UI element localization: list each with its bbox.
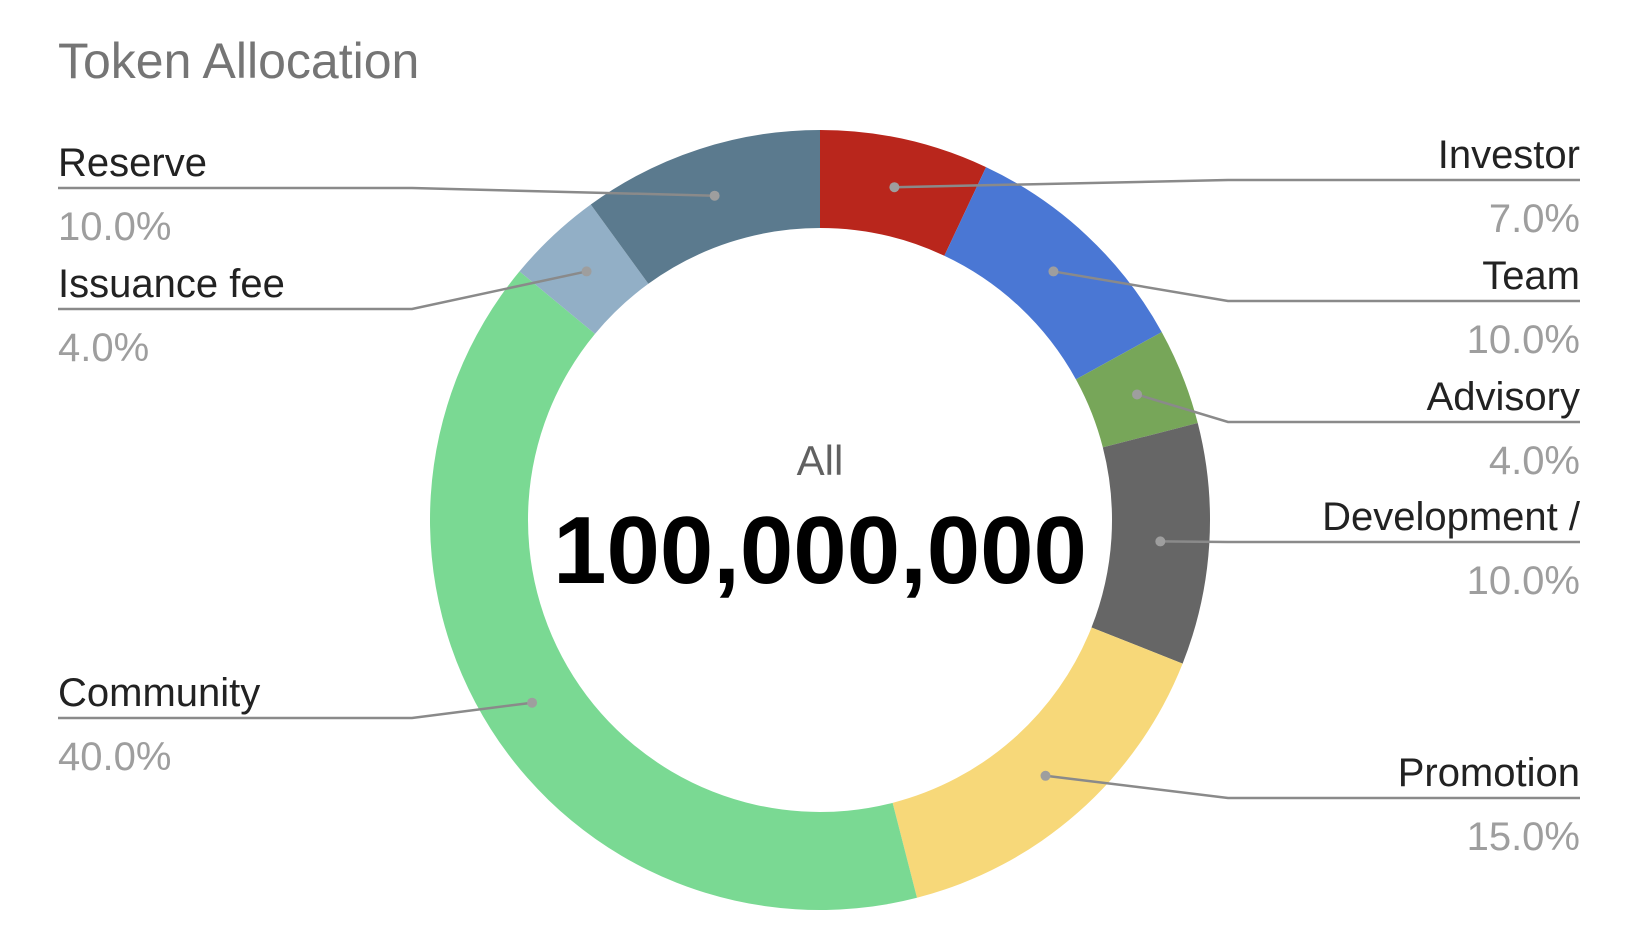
leader-dot: [527, 697, 538, 708]
slice-community: [429, 271, 917, 911]
leader-dot: [1048, 266, 1059, 277]
labels-group: Investor 7.0% Team 10.0% Advisory 4.0% Develop…: [58, 133, 1581, 859]
leader-lines-group: [58, 178, 1580, 800]
slice-reserve: [590, 130, 820, 284]
leader-dot: [1155, 536, 1166, 547]
slice-label-name: Team: [1482, 254, 1580, 298]
chart-title: Token Allocation: [58, 33, 419, 89]
slice-label-percent: 40.0%: [58, 735, 171, 779]
slices-group: [429, 130, 1210, 911]
leader-line: [1160, 540, 1580, 544]
slice-label-name: Issuance fee: [58, 262, 285, 306]
leader-line: [58, 701, 533, 720]
slice-label-percent: 10.0%: [58, 205, 171, 249]
leader-line: [894, 178, 1580, 189]
leader-dot: [581, 266, 592, 277]
slice-label-percent: 7.0%: [1489, 197, 1580, 241]
slice-label-name: Community: [58, 671, 260, 715]
slice-label-percent: 10.0%: [1467, 318, 1580, 362]
slice-development: [1091, 423, 1210, 664]
leader-line: [1053, 270, 1580, 303]
slice-promotion: [892, 627, 1183, 898]
slice-label-percent: 4.0%: [58, 326, 149, 370]
slice-investor: [820, 130, 987, 256]
leader-dot: [1040, 770, 1051, 781]
leader-line: [1045, 774, 1580, 800]
slice-label-name: Reserve: [58, 141, 207, 185]
slice-label-percent: 10.0%: [1467, 559, 1580, 603]
slice-label-name: Investor: [1438, 133, 1580, 177]
leader-dot: [1132, 389, 1143, 400]
leader-line: [1136, 393, 1580, 424]
slice-label-percent: 15.0%: [1467, 815, 1580, 859]
slice-label-percent: 4.0%: [1489, 439, 1580, 483]
center-caption: All: [797, 437, 844, 484]
leader-line: [58, 270, 587, 311]
leader-line: [58, 186, 715, 197]
slice-label-name: Advisory: [1427, 375, 1580, 419]
slice-label-name: Promotion: [1398, 751, 1580, 795]
slice-label-name: Development /: [1322, 495, 1581, 539]
leader-dot: [889, 182, 900, 193]
center-total: 100,000,000: [553, 497, 1087, 604]
leader-dot: [709, 190, 720, 201]
